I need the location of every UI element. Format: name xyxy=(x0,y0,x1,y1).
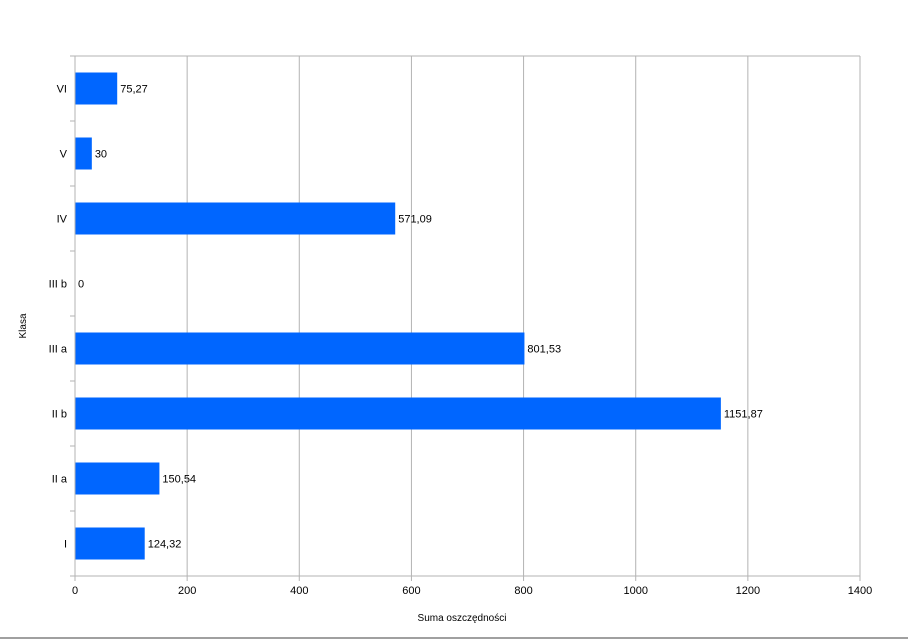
data-label: 124,32 xyxy=(148,539,182,551)
category-label: II a xyxy=(52,474,68,486)
grid-lines xyxy=(75,55,861,576)
x-tick-label: 0 xyxy=(72,585,78,597)
data-label: 75,27 xyxy=(120,84,148,96)
bar xyxy=(75,397,721,430)
x-tick-label: 400 xyxy=(290,585,308,597)
axes xyxy=(70,55,861,581)
bar xyxy=(75,72,118,105)
category-label: IV xyxy=(57,214,68,226)
labels: 124,32 I 150,54 II a 1151,87 II b 801,53 III a 0… xyxy=(49,84,873,598)
x-axis-title: Suma oszczędności xyxy=(418,613,507,624)
bottom-border xyxy=(0,637,908,639)
bar xyxy=(75,462,160,495)
data-label: 1151,87 xyxy=(724,409,763,421)
x-tick-label: 1400 xyxy=(848,585,872,597)
category-label: I xyxy=(64,539,67,551)
bar xyxy=(75,202,396,235)
category-label: VI xyxy=(57,84,67,96)
x-tick-label: 1200 xyxy=(736,585,760,597)
data-label: 571,09 xyxy=(398,214,432,226)
bar xyxy=(75,332,525,365)
data-label: 0 xyxy=(78,279,84,291)
data-label: 801,53 xyxy=(527,344,561,356)
category-label: III b xyxy=(49,279,67,291)
data-label: 30 xyxy=(95,149,107,161)
category-label: II b xyxy=(52,409,67,421)
bars xyxy=(75,72,721,560)
category-label: V xyxy=(60,149,68,161)
data-label: 150,54 xyxy=(162,474,196,486)
bar xyxy=(75,137,92,170)
y-axis-title: Klasa xyxy=(18,313,29,338)
x-tick-label: 1000 xyxy=(623,585,647,597)
bar xyxy=(75,527,145,560)
category-label: III a xyxy=(49,344,68,356)
x-tick-label: 800 xyxy=(514,585,532,597)
x-tick-label: 600 xyxy=(402,585,420,597)
x-tick-label: 200 xyxy=(178,585,196,597)
